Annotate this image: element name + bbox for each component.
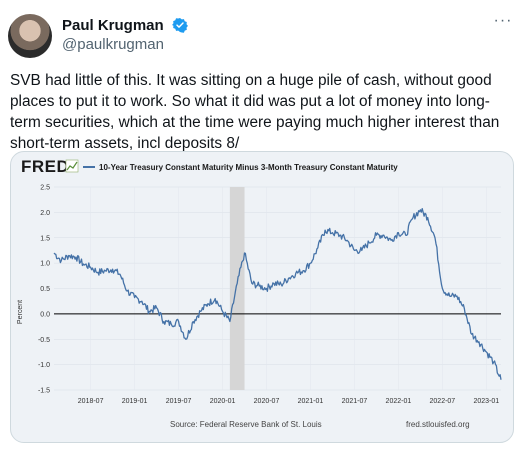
x-axis-ticks: 2018-07 2019-01 2019-07 2020-01 2020-07 2021-…	[78, 398, 500, 405]
x-tick-label: 2020-07	[254, 398, 280, 405]
x-tick-label: 2021-01	[298, 398, 324, 405]
recession-band	[229, 187, 245, 390]
x-tick-label: 2022-07	[430, 398, 456, 405]
verified-badge-icon	[171, 18, 188, 33]
series-line	[53, 207, 502, 380]
fred-logo-chart-icon	[65, 159, 79, 173]
legend-label: 10-Year Treasury Constant Maturity Minus…	[99, 163, 398, 172]
y-tick-label: 1.5	[40, 235, 50, 242]
author-handle[interactable]: @paulkrugman	[62, 36, 164, 53]
y-tick-label: 2.0	[40, 210, 50, 217]
x-tick-label: 2023-01	[473, 398, 499, 405]
x-tick-label: 2020-01	[210, 398, 236, 405]
source-text: Source: Federal Reserve Bank of St. Loui…	[170, 420, 322, 429]
tweet-text: SVB had little of this. It was sitting o…	[10, 72, 500, 152]
ellipsis-icon[interactable]: ···	[493, 12, 513, 29]
y-axis-label: Percent	[17, 300, 24, 324]
recession-shading	[229, 187, 245, 390]
x-tick-label: 2021-07	[342, 398, 368, 405]
x-tick-label: 2019-01	[122, 398, 148, 405]
y-tick-label: 0.0	[40, 311, 50, 318]
author-name-row[interactable]: Paul Krugman	[62, 17, 188, 35]
site-url[interactable]: fred.stlouisfed.org	[406, 420, 470, 429]
chart-card[interactable]: FRED 10-Year Treasury Constant Maturity …	[10, 151, 514, 443]
x-tick-label: 2018-07	[78, 398, 104, 405]
y-axis-ticks: 2.5 2.0 1.5 1.0 0.5 0.0 -0.5 -1.0 -1.5	[38, 185, 50, 395]
y-tick-label: -1.5	[38, 388, 50, 395]
y-tick-label: -0.5	[38, 337, 50, 344]
fred-logo: FRED	[21, 157, 69, 176]
grid-lines	[54, 186, 501, 391]
y-tick-label: 0.5	[40, 286, 50, 293]
fred-chart: FRED 10-Year Treasury Constant Maturity …	[17, 157, 502, 429]
x-tick-label: 2019-07	[166, 398, 192, 405]
author-name[interactable]: Paul Krugman	[62, 17, 164, 34]
y-tick-label: -1.0	[38, 362, 50, 369]
x-tick-label: 2022-01	[386, 398, 412, 405]
author-avatar[interactable]	[8, 14, 52, 58]
y-tick-label: 1.0	[40, 261, 50, 268]
y-tick-label: 2.5	[40, 185, 50, 192]
